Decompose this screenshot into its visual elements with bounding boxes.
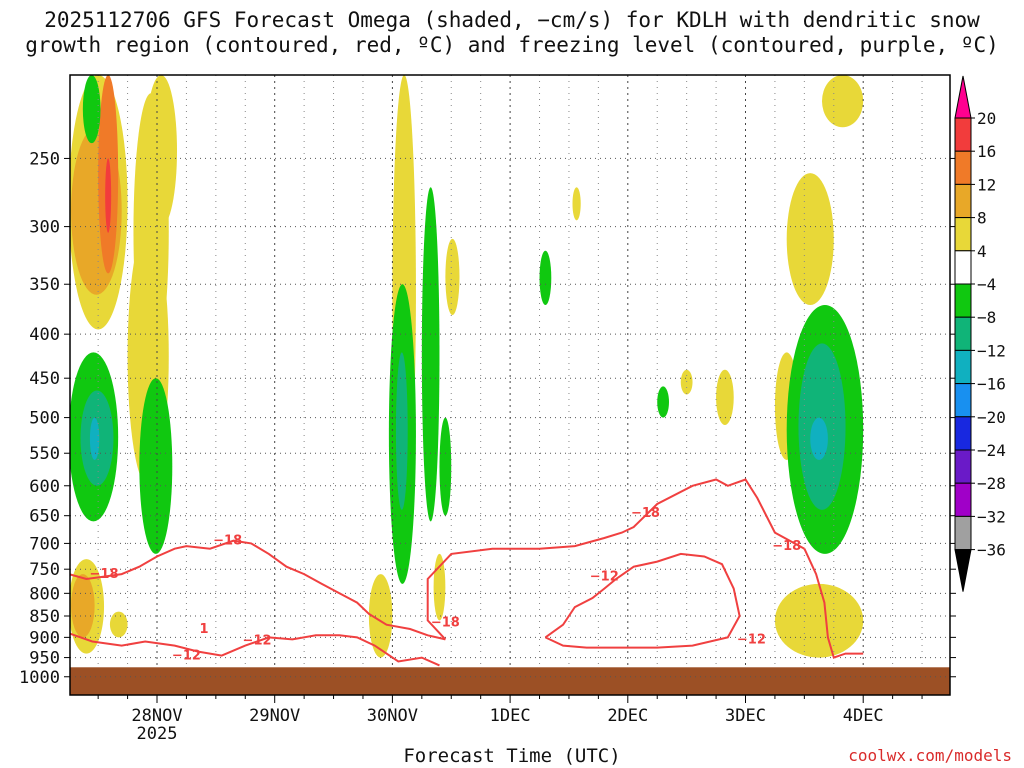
x-tick-sublabel: 2025 — [137, 724, 178, 744]
colorbar-swatch — [954, 283, 972, 318]
x-tick-label: 30NOV — [367, 706, 418, 726]
omega-region-yellow — [572, 187, 581, 221]
y-tick-label: 250 — [29, 149, 60, 169]
colorbar-swatch — [954, 383, 972, 418]
y-tick-label: 850 — [29, 607, 60, 627]
colorbar-label: 16 — [977, 142, 996, 161]
colorbar-swatch — [954, 217, 972, 252]
dgz-contour — [70, 632, 440, 667]
omega-region-yellow — [774, 583, 864, 658]
colorbar: 20 16 12 8 4 −4 −8 −12 −16 −20 −24 −28 −32 −36 — [954, 75, 1006, 592]
x-tick-label: 3DEC — [725, 706, 766, 726]
colorbar-swatch — [954, 515, 972, 551]
contour-label: −12 — [172, 649, 201, 664]
colorbar-label: 4 — [977, 242, 987, 261]
x-tick-label: 1DEC — [490, 706, 531, 726]
colorbar-label: 8 — [977, 209, 987, 228]
y-tick-label: 500 — [29, 409, 60, 429]
x-tick-label: 4DEC — [843, 706, 884, 726]
omega-region-teal — [395, 352, 408, 510]
omega-region-yellow — [433, 553, 446, 621]
contour-label: −12 — [243, 634, 272, 649]
omega-region-yellow — [109, 611, 128, 638]
dgz-contour — [426, 478, 805, 641]
y-tick-label: 450 — [29, 369, 60, 389]
contour-label: −12 — [737, 632, 766, 647]
colorbar-label: 12 — [977, 175, 996, 194]
y-axis: 2503003504004505005506006507007508008509… — [19, 149, 956, 688]
contour-label: −18 — [90, 567, 119, 582]
dgz-contour — [803, 548, 864, 659]
omega-region-yellow — [716, 369, 734, 425]
x-axis-label: Forecast Time (UTC) — [403, 745, 621, 767]
omega-region-cyan — [89, 417, 100, 460]
omega-region-yellow — [786, 173, 834, 306]
omega-region-green — [657, 386, 669, 418]
colorbar-swatch — [954, 316, 972, 351]
y-tick-label: 800 — [29, 584, 60, 604]
terrain-fill — [70, 667, 950, 695]
colorbar-label: −12 — [977, 341, 1006, 360]
colorbar-label: −36 — [977, 541, 1006, 560]
colorbar-swatch — [954, 250, 972, 285]
colorbar-swatch — [954, 183, 972, 219]
contour-label: −18 — [772, 539, 801, 554]
colorbar-label: −4 — [977, 275, 996, 294]
colorbar-label: −28 — [977, 474, 1006, 493]
x-tick-label: 29NOV — [249, 706, 300, 726]
omega-region-yellow — [145, 75, 178, 227]
omega-region-green — [139, 378, 173, 554]
colorbar-label: −8 — [977, 308, 996, 327]
y-tick-label: 300 — [29, 218, 60, 238]
colorbar-label: −16 — [977, 375, 1006, 394]
y-tick-label: 650 — [29, 507, 60, 527]
colorbar-label: 20 — [977, 109, 996, 128]
y-tick-label: 550 — [29, 444, 60, 464]
y-tick-label: 750 — [29, 560, 60, 580]
y-tick-label: 400 — [29, 325, 60, 345]
colorbar-label: −32 — [977, 507, 1006, 526]
omega-region-green — [539, 250, 552, 306]
credit-link[interactable]: coolwx.com/models — [848, 746, 1012, 765]
dgz-contour — [70, 539, 446, 641]
colorbar-arrow-bottom — [954, 549, 972, 592]
y-tick-label: 900 — [29, 628, 60, 648]
y-tick-label: 950 — [29, 649, 60, 669]
colorbar-label: −24 — [977, 441, 1006, 460]
omega-region-green — [82, 75, 101, 144]
y-tick-label: 350 — [29, 275, 60, 295]
omega-region-green — [421, 187, 440, 522]
colorbar-swatch — [954, 150, 972, 185]
y-tick-label: 600 — [29, 477, 60, 497]
colorbar-swatch — [954, 416, 972, 451]
dgz-contour — [544, 552, 741, 649]
colorbar-swatch — [954, 482, 972, 517]
omega-region-yellow — [822, 75, 864, 128]
omega-region-gold — [71, 574, 95, 638]
contour-label: −12 — [590, 570, 619, 585]
colorbar-label: −20 — [977, 408, 1006, 427]
colorbar-arrow-top — [954, 75, 972, 119]
x-tick-label: 2DEC — [607, 706, 648, 726]
omega-region-yellow — [445, 238, 460, 315]
omega-region-yellow — [680, 369, 693, 395]
colorbar-swatch — [954, 349, 972, 385]
contour-label: −18 — [631, 506, 660, 521]
contour-label: 1 — [200, 622, 209, 637]
colorbar-swatch — [954, 449, 972, 484]
plot-area: −18 −18 −18 −18 −12 −12 −12 −12 −18 1 — [70, 75, 950, 695]
chart-title-line-1: 2025112706 GFS Forecast Omega (shaded, −… — [44, 8, 980, 32]
omega-region-green — [439, 417, 452, 516]
chart-title-line-2: growth region (contoured, red, ºC) and f… — [25, 33, 999, 57]
y-tick-label: 700 — [29, 534, 60, 554]
omega-region-red — [105, 158, 112, 233]
omega-region-cyan — [810, 417, 828, 460]
x-tick-label: 28NOV — [131, 706, 182, 726]
y-tick-label: 1000 — [19, 668, 60, 688]
contour-label: −18 — [431, 616, 460, 631]
contour-label: −18 — [213, 534, 242, 549]
colorbar-swatch — [954, 117, 972, 152]
